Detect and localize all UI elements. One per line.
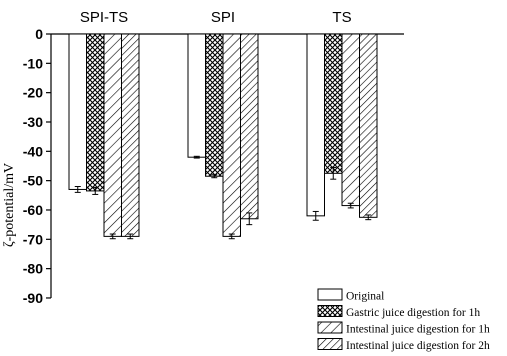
bar (359, 33, 378, 218)
y-tick-label: -60 (23, 202, 43, 218)
legend-label: Gastric juice digestion for 1h (346, 307, 480, 319)
legend-label: Intestinal juice digestion for 1h (346, 324, 490, 336)
y-tick-label: 0 (35, 26, 43, 42)
legend-swatch (317, 288, 343, 301)
legend-swatch (317, 321, 343, 334)
bar (68, 33, 87, 190)
y-tick-label: -80 (23, 261, 43, 277)
bar (86, 33, 105, 192)
bars (68, 33, 378, 237)
y-axis: 0 -10 -20 -30 -40 -50 -60 -70 -80 -90 (23, 26, 404, 306)
bar (341, 33, 360, 207)
bar (205, 33, 224, 177)
group-label: TS (332, 9, 351, 26)
legend-swatch (317, 338, 343, 350)
error-bars (74, 155, 372, 240)
y-axis-label: ζ-potential/mV (2, 163, 17, 247)
bar (306, 33, 325, 217)
bar (240, 33, 259, 220)
legend: Original Gastric juice digestion for 1h In… (317, 288, 490, 352)
y-tick-label: -70 (23, 231, 43, 247)
y-tick-label: -90 (23, 290, 43, 306)
y-tick-label: -10 (23, 55, 43, 71)
group-label: SPI-TS (80, 9, 128, 26)
group-labels: SPI-TS SPI TS (80, 9, 352, 26)
legend-swatch (317, 305, 343, 317)
bar (121, 33, 140, 237)
y-tick-label: -20 (23, 85, 43, 101)
legend-label: Original (346, 291, 384, 303)
bar (324, 33, 343, 174)
y-tick-label: -30 (23, 114, 43, 130)
legend-label: Intestinal juice digestion for 2h (346, 340, 490, 352)
y-tick-label: -40 (23, 143, 43, 159)
y-tick-label: -50 (23, 173, 43, 189)
bar (103, 33, 122, 237)
bar (187, 33, 206, 158)
group-label: SPI (211, 9, 235, 26)
bar (222, 33, 241, 237)
